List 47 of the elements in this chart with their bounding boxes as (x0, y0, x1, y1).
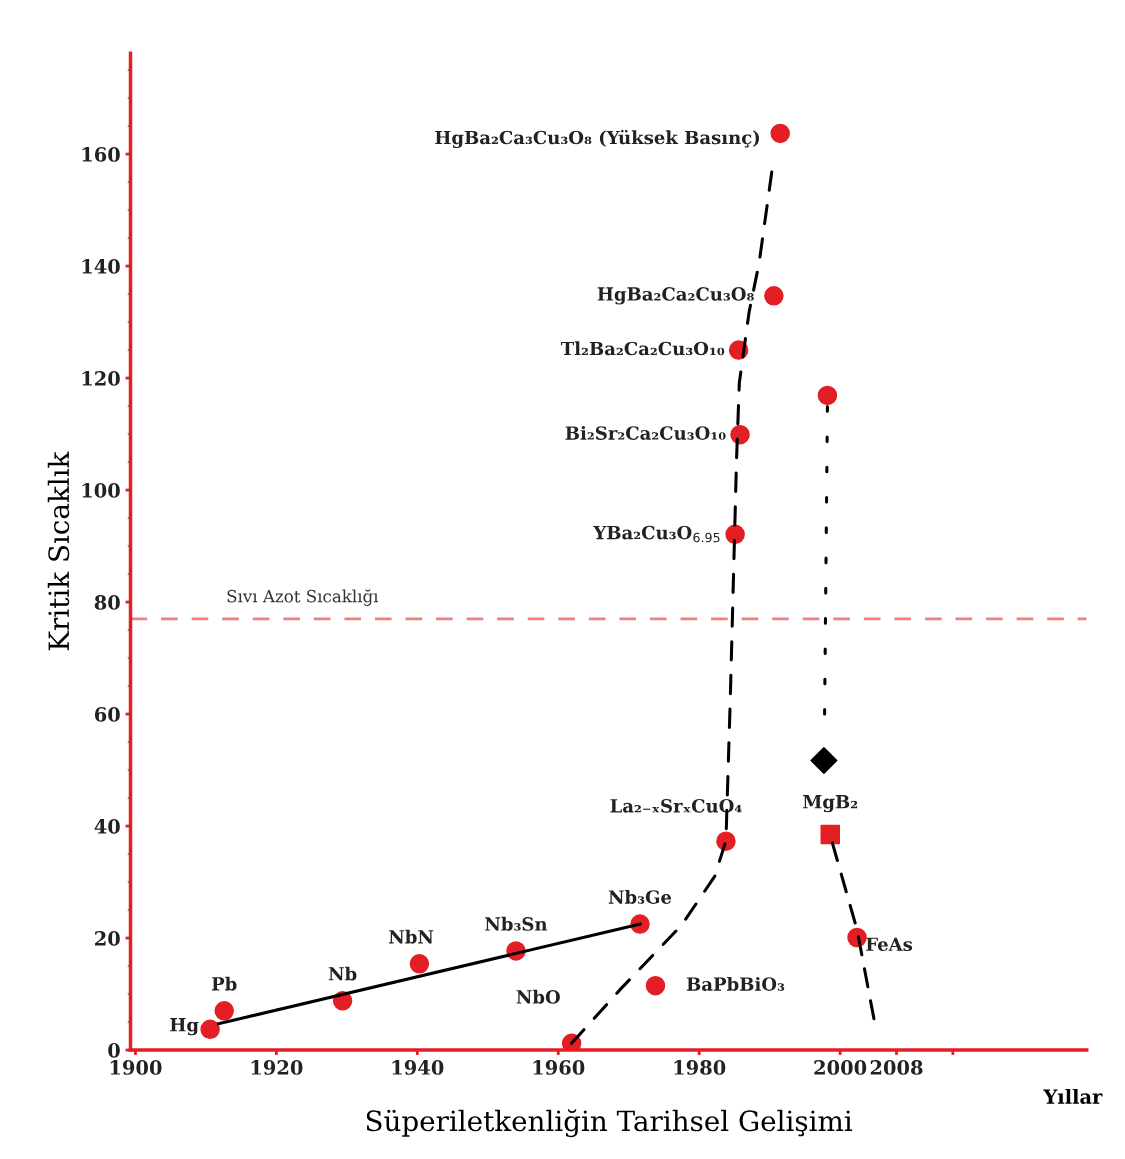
y-tick-label: 100 (82, 483, 120, 498)
annotation: Tl₂Ba₂Ca₂Cu₃O₁₀ (560, 341, 725, 356)
point (820, 824, 840, 845)
y-tick-label: 160 (82, 147, 120, 162)
annotation: Nb (328, 966, 357, 981)
annotation: HgBa₂Ca₃Cu₃O₈ (Yüksek Basınç) (435, 129, 760, 149)
point (770, 123, 790, 144)
annotation: YBa₂Cu₃O$_{6.95}$ (593, 525, 720, 543)
point (810, 747, 838, 775)
x-tick-label: 1920 (251, 1060, 303, 1075)
point (645, 975, 666, 996)
annotation: Nb₃Ge (608, 889, 672, 904)
point (725, 524, 745, 545)
x-axis-title: Süperiletkenliğin Tarihsel Gelişimi (366, 1109, 853, 1138)
annotation: NbN (389, 929, 434, 944)
annotation: Pb (211, 976, 237, 991)
annotation: Nb₃Sn (485, 916, 548, 931)
y-tick-label: 0 (108, 1043, 120, 1058)
y-axis-title: Kritik Sıcaklık (47, 451, 70, 651)
y-tick-label: 80 (94, 595, 120, 610)
annotation: Hg (170, 1018, 199, 1036)
x-tick-label: 2000 (814, 1060, 867, 1075)
x-tick-label: 1980 (674, 1060, 726, 1075)
annotation: BaPbBiO₃ (686, 976, 785, 991)
y-tick-label: 40 (94, 819, 120, 834)
annotation: HgBa₂Ca₂Cu₃O₈ (597, 287, 754, 305)
annotation: FeAs (866, 937, 913, 952)
y-tick-label: 120 (82, 371, 120, 386)
y-tick-label: 140 (82, 259, 120, 274)
x-tick-label: 1940 (392, 1060, 444, 1075)
point (817, 385, 838, 406)
x-tick-label: 1900 (110, 1060, 162, 1075)
x-tick-label: 1960 (533, 1060, 585, 1075)
annotation: La₂₋ₓSrₓCuO₄ (610, 799, 742, 813)
point (730, 424, 750, 445)
point (409, 954, 430, 974)
point (200, 1019, 220, 1040)
annotation: NbO (516, 989, 560, 1004)
y-tick-label: 60 (94, 707, 120, 722)
text: Yıllar (1043, 1088, 1103, 1104)
y-tick-label: 20 (95, 931, 120, 946)
x-tick-label: 2008 (870, 1060, 923, 1075)
annotation: Bi₂Sr₂Ca₂Cu₃O₁₀ (565, 425, 726, 440)
point (764, 286, 784, 306)
point (214, 1001, 234, 1021)
annotation: MgB₂ (803, 795, 858, 813)
ref-line-label: Sıvı Azot Sıcaklığı (227, 589, 379, 606)
